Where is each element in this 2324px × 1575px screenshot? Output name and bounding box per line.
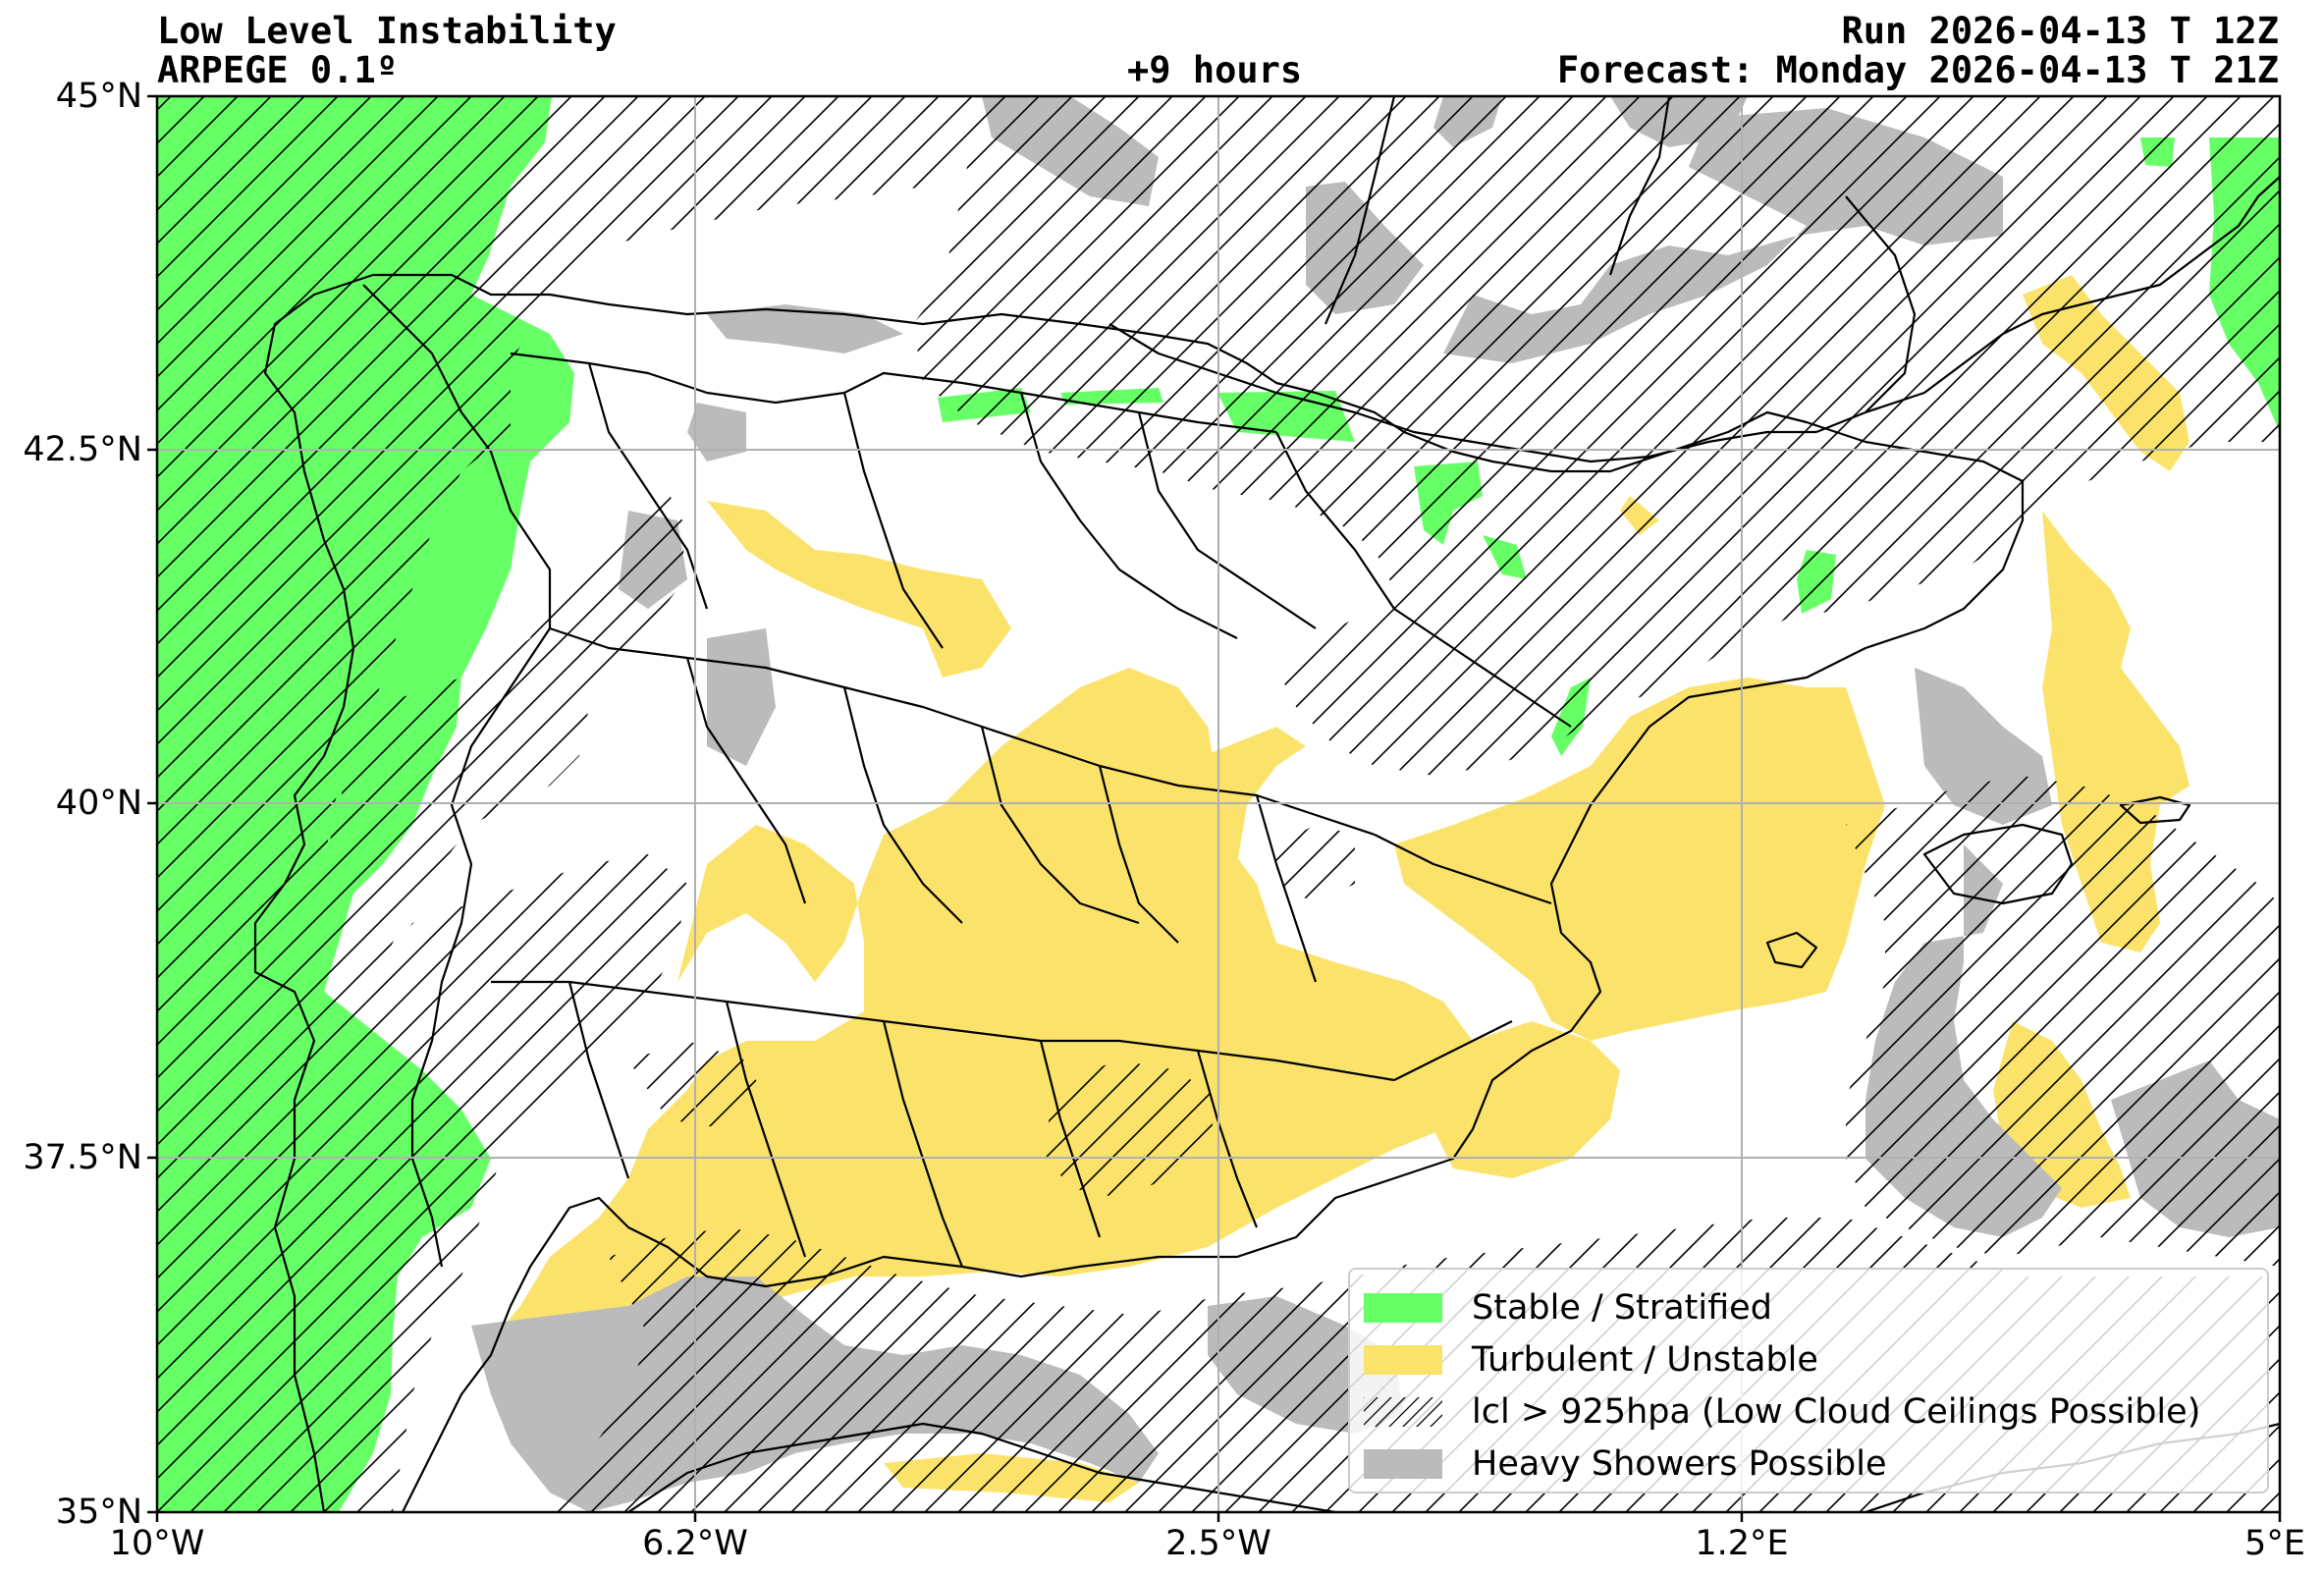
- legend-swatch-stable: [1364, 1293, 1442, 1323]
- lon-tick-label: 5°E: [2244, 1524, 2305, 1563]
- lon-tick-label: 1.2°E: [1695, 1524, 1789, 1563]
- legend-swatch-showers: [1364, 1449, 1442, 1479]
- boundaries: [253, 96, 2280, 1512]
- lon-tick-label: 6.2°W: [642, 1524, 748, 1563]
- model-label: ARPEGE 0.1º: [157, 49, 399, 91]
- turbulent-region-north: [707, 501, 1011, 678]
- legend-label-showers: Heavy Showers Possible: [1472, 1444, 1887, 1484]
- legend-label-turbulent: Turbulent / Unstable: [1472, 1340, 1818, 1380]
- border-portugal-spain: [362, 284, 552, 1268]
- lcl-hatch-southeast-sea: [1846, 776, 2280, 1267]
- lead-time-label: +9 hours: [1127, 49, 1303, 91]
- turbulent-region-center: [1080, 678, 1306, 884]
- legend: Stable / Stratified Turbulent / Unstable…: [1348, 1268, 2269, 1494]
- coastline-france: [1815, 176, 2280, 434]
- legend-swatch-turbulent: [1364, 1345, 1442, 1375]
- lcl-hatch-inland-south: [245, 854, 687, 1512]
- lat-tick-label: 45°N: [55, 77, 142, 116]
- regions-north: [510, 352, 1395, 649]
- turbulent-region-east: [1394, 678, 1885, 1041]
- map-title: Low Level Instability: [157, 10, 617, 52]
- lcl-hatch-north: [913, 96, 2280, 776]
- lat-tick-label: 40°N: [55, 784, 142, 823]
- lon-tick-label: 2.5°W: [1165, 1524, 1271, 1563]
- lcl-hatch-center: [628, 825, 1355, 1198]
- balearic-mallorca: [1922, 823, 2074, 905]
- lat-tick-label: 42.5°N: [23, 430, 142, 469]
- legend-label-lcl: lcl > 925hpa (Low Cloud Ceilings Possibl…: [1472, 1392, 2201, 1432]
- regions-center: [549, 626, 1376, 983]
- lon-tick-label: 10°W: [109, 1524, 205, 1563]
- showers-region-cantabria: [687, 304, 903, 462]
- lcl-hatch-west-inland: [162, 491, 687, 1512]
- regions-east: [1374, 608, 1572, 1081]
- legend-label-stable: Stable / Stratified: [1472, 1288, 1772, 1328]
- lat-tick-label: 37.5°N: [23, 1138, 142, 1177]
- legend-item-stable: Stable / Stratified: [1364, 1285, 1772, 1331]
- lat-tick-label: 35°N: [55, 1493, 142, 1532]
- balearic-menorca: [2119, 795, 2191, 825]
- tick-marks: [147, 94, 2282, 1522]
- forecast-time-label: Forecast: Monday 2026-04-13 T 21Z: [1556, 49, 2279, 91]
- border-france-north: [1324, 96, 1917, 413]
- legend-item-showers: Heavy Showers Possible: [1364, 1441, 1887, 1487]
- balearic-ibiza: [1765, 931, 1818, 969]
- legend-item-lcl: lcl > 925hpa (Low Cloud Ceilings Possibl…: [1364, 1389, 2200, 1435]
- coastline-iberia: [253, 273, 2025, 1512]
- legend-swatch-lcl: [1364, 1397, 1442, 1427]
- turbulent-region-southeast-coast: [1433, 1021, 1620, 1178]
- turbulent-region-south: [496, 668, 1473, 1365]
- run-time-label: Run 2026-04-13 T 12Z: [1841, 10, 2279, 52]
- legend-item-turbulent: Turbulent / Unstable: [1364, 1337, 1818, 1383]
